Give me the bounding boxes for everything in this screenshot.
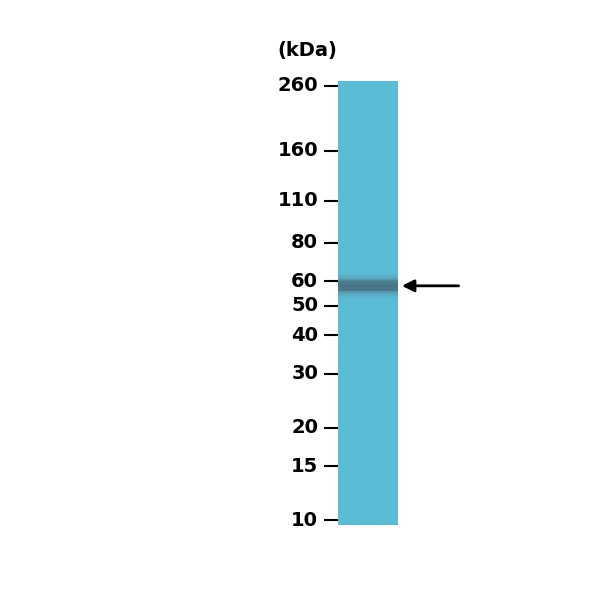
Text: 110: 110: [278, 191, 318, 210]
Text: 80: 80: [291, 233, 318, 253]
Text: 50: 50: [291, 296, 318, 315]
Bar: [338, 283, 398, 289]
Bar: [338, 296, 398, 298]
Text: 260: 260: [278, 76, 318, 95]
Bar: [338, 283, 398, 284]
Bar: [338, 293, 398, 294]
Bar: [338, 280, 398, 281]
Text: 20: 20: [291, 418, 318, 437]
Bar: [338, 292, 398, 293]
Bar: [338, 298, 398, 299]
Bar: [338, 286, 398, 287]
Text: 40: 40: [291, 326, 318, 345]
Bar: [338, 290, 398, 292]
Text: 15: 15: [291, 457, 318, 476]
Bar: [338, 288, 398, 289]
Text: 160: 160: [278, 141, 318, 160]
Bar: [338, 276, 398, 277]
Bar: [338, 278, 398, 280]
Text: (kDa): (kDa): [278, 41, 337, 61]
Bar: [338, 275, 398, 276]
Bar: [338, 287, 398, 288]
Bar: [338, 289, 398, 290]
Bar: [338, 294, 398, 295]
Bar: [338, 284, 398, 286]
Bar: [338, 81, 398, 525]
Text: 10: 10: [291, 511, 318, 530]
Bar: [338, 281, 398, 282]
Bar: [338, 282, 398, 283]
Text: 30: 30: [292, 364, 318, 383]
Bar: [338, 295, 398, 296]
Text: 60: 60: [291, 272, 318, 291]
Bar: [338, 274, 398, 275]
Bar: [338, 277, 398, 278]
